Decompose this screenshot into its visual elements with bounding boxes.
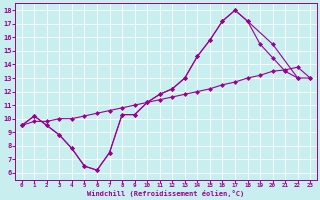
X-axis label: Windchill (Refroidissement éolien,°C): Windchill (Refroidissement éolien,°C): [87, 190, 244, 197]
